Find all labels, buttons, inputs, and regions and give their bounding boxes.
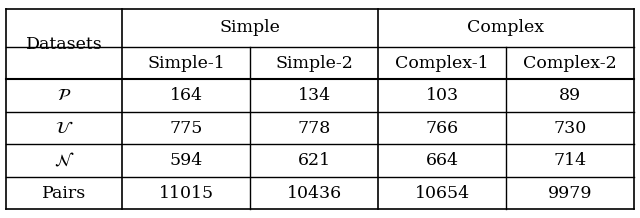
Text: 621: 621 xyxy=(298,152,331,169)
Text: 9979: 9979 xyxy=(548,185,592,202)
Text: 103: 103 xyxy=(426,87,459,104)
Text: 164: 164 xyxy=(170,87,203,104)
Text: 714: 714 xyxy=(554,152,586,169)
Text: Simple-2: Simple-2 xyxy=(275,55,353,72)
Text: 775: 775 xyxy=(170,120,203,137)
Text: 778: 778 xyxy=(298,120,331,137)
Text: 134: 134 xyxy=(298,87,331,104)
Text: $\mathcal{P}$: $\mathcal{P}$ xyxy=(57,87,72,104)
Text: 10654: 10654 xyxy=(415,185,470,202)
Text: $\mathcal{U}$: $\mathcal{U}$ xyxy=(55,120,74,137)
Text: Simple: Simple xyxy=(220,19,281,36)
Text: 11015: 11015 xyxy=(159,185,214,202)
Text: 89: 89 xyxy=(559,87,581,104)
Text: Simple-1: Simple-1 xyxy=(148,55,225,72)
Text: 730: 730 xyxy=(554,120,587,137)
Text: 10436: 10436 xyxy=(287,185,342,202)
Text: 664: 664 xyxy=(426,152,459,169)
Text: Complex-2: Complex-2 xyxy=(523,55,617,72)
Text: Pairs: Pairs xyxy=(42,185,86,202)
Text: 594: 594 xyxy=(170,152,203,169)
Text: Datasets: Datasets xyxy=(26,36,103,53)
Text: Complex-1: Complex-1 xyxy=(396,55,489,72)
Text: 766: 766 xyxy=(426,120,459,137)
Text: Complex: Complex xyxy=(467,19,545,36)
Text: $\mathcal{N}$: $\mathcal{N}$ xyxy=(54,152,75,170)
